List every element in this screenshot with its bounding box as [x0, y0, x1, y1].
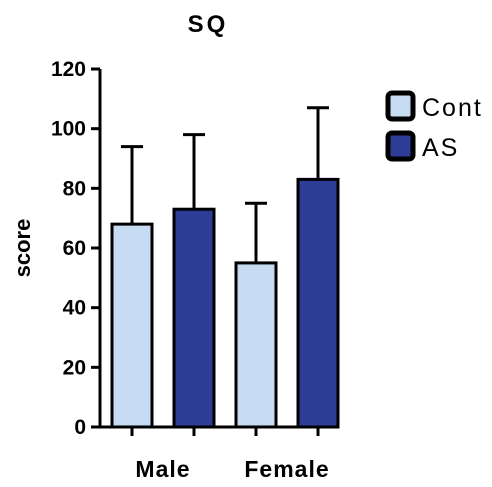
legend-label: Cont [422, 94, 483, 122]
y-tick-label: 20 [63, 356, 86, 379]
x-axis: Male Female [100, 425, 336, 482]
y-tick-label: 80 [63, 177, 86, 200]
bar-as-female [296, 177, 340, 429]
y-tick-label: 0 [74, 416, 86, 439]
legend-label: AS [422, 134, 459, 162]
y-tick-label: 100 [51, 118, 86, 141]
legend-swatch [385, 130, 416, 162]
bar-cont-female [234, 261, 278, 429]
bars [110, 106, 340, 429]
y-axis: 0 20 40 60 80 100 120 [51, 58, 102, 439]
legend: Cont AS [385, 90, 483, 162]
chart-title: SQ [188, 11, 229, 38]
legend-swatch [385, 90, 416, 122]
y-tick-label: 40 [63, 297, 86, 320]
y-tick-label: 60 [63, 237, 86, 260]
x-category-label: Male [135, 456, 190, 482]
bar-cont-male [110, 222, 154, 429]
y-tick-label: 120 [51, 58, 86, 81]
y-axis-label: score [10, 219, 35, 278]
x-category-label: Female [244, 456, 329, 482]
bar-as-male [172, 207, 216, 429]
